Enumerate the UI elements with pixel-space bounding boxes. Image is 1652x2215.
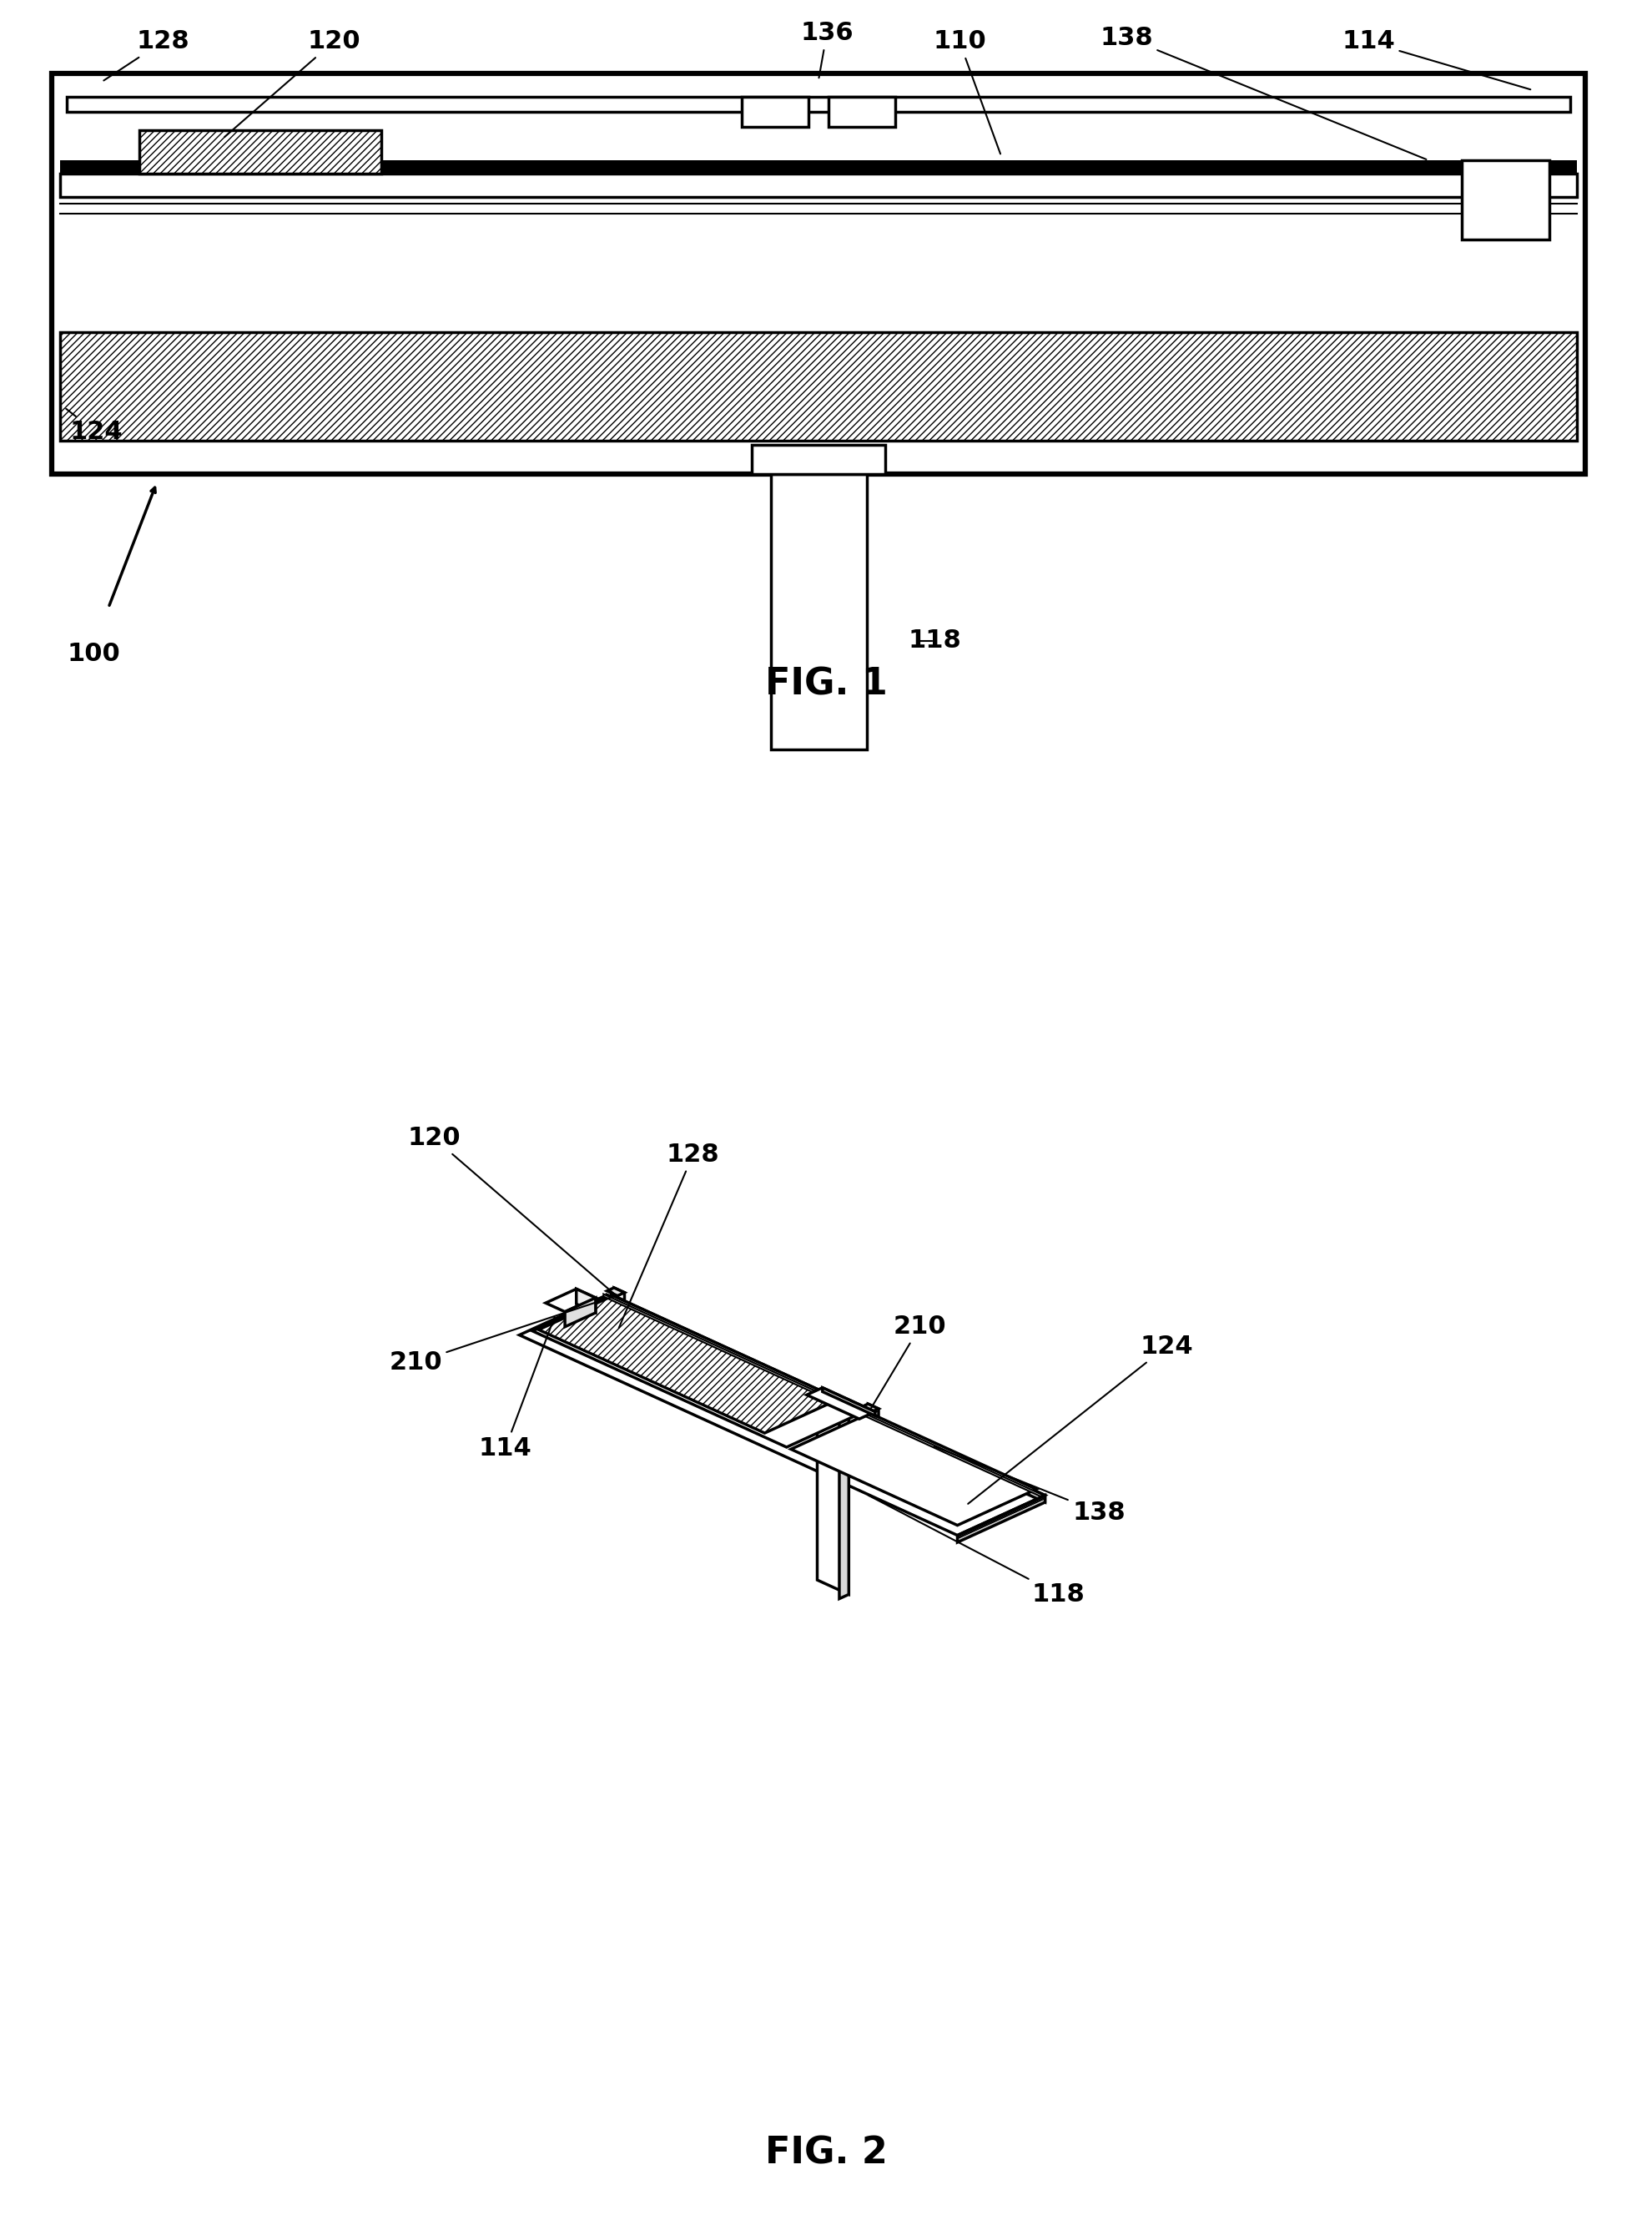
- Polygon shape: [839, 1413, 849, 1599]
- Bar: [752, 445, 885, 474]
- Text: 138: 138: [933, 1446, 1125, 1524]
- Text: 100: 100: [66, 642, 121, 664]
- Text: FIG. 1: FIG. 1: [765, 667, 887, 702]
- Polygon shape: [957, 1497, 1044, 1539]
- Text: 120: 120: [406, 1125, 616, 1296]
- Polygon shape: [606, 1287, 624, 1296]
- Bar: [828, 97, 895, 126]
- Bar: [59, 332, 1576, 441]
- Polygon shape: [532, 1296, 866, 1446]
- Polygon shape: [867, 1404, 879, 1418]
- Polygon shape: [539, 1298, 834, 1433]
- Text: 110: 110: [932, 29, 999, 153]
- Text: 114: 114: [479, 1318, 553, 1460]
- Text: 128: 128: [618, 1143, 719, 1327]
- Text: 118: 118: [907, 629, 960, 653]
- Text: 124: 124: [66, 410, 122, 445]
- Polygon shape: [613, 1287, 624, 1300]
- Text: 120: 120: [225, 29, 360, 137]
- Polygon shape: [611, 1296, 866, 1418]
- Text: 114: 114: [1341, 29, 1530, 89]
- Text: FIG. 2: FIG. 2: [765, 2135, 887, 2171]
- Text: 128: 128: [104, 29, 188, 80]
- Polygon shape: [823, 1387, 874, 1415]
- Polygon shape: [957, 1497, 1044, 1537]
- Bar: [770, 474, 866, 749]
- Bar: [1460, 159, 1548, 239]
- Bar: [59, 173, 1576, 197]
- Bar: [742, 97, 808, 126]
- Polygon shape: [816, 1400, 849, 1595]
- Text: 210: 210: [871, 1316, 947, 1409]
- Polygon shape: [957, 1497, 1044, 1537]
- Polygon shape: [545, 1289, 595, 1311]
- Text: 118: 118: [867, 1495, 1084, 1606]
- Polygon shape: [519, 1296, 1044, 1535]
- Bar: [139, 131, 382, 173]
- Bar: [59, 159, 1576, 173]
- Text: 136: 136: [800, 22, 852, 78]
- Polygon shape: [606, 1296, 1044, 1502]
- Polygon shape: [577, 1289, 595, 1313]
- Polygon shape: [565, 1298, 595, 1327]
- Text: 138: 138: [1099, 24, 1426, 159]
- Text: 124: 124: [968, 1336, 1193, 1504]
- Polygon shape: [957, 1495, 1044, 1542]
- Polygon shape: [861, 1404, 879, 1411]
- Polygon shape: [806, 1387, 874, 1420]
- Polygon shape: [791, 1413, 1036, 1526]
- Text: 210: 210: [388, 1296, 613, 1376]
- Bar: [51, 73, 1584, 474]
- Polygon shape: [603, 1294, 1041, 1497]
- Bar: [66, 97, 1569, 111]
